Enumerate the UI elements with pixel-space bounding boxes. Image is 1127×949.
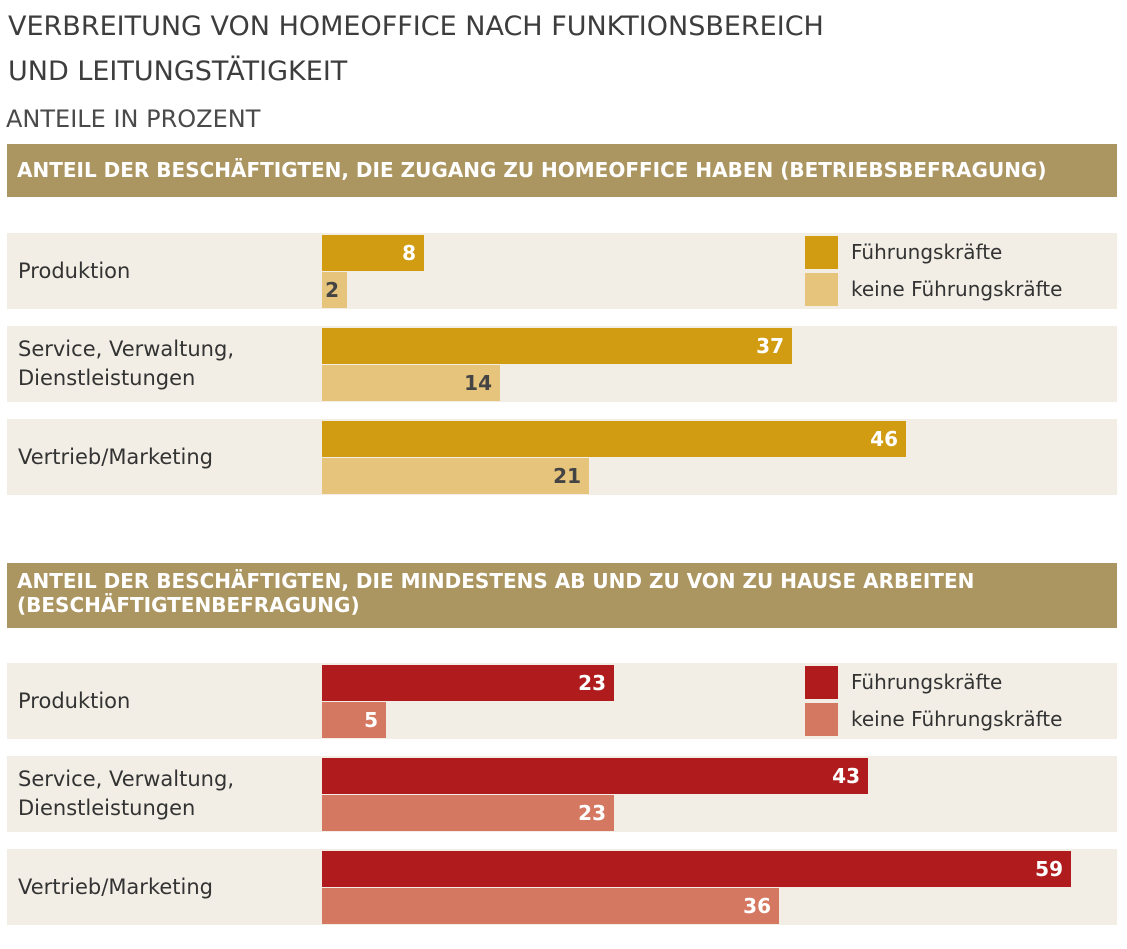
- data-label: 21: [553, 464, 581, 488]
- category-label-line: Vertrieb/Marketing: [18, 874, 213, 899]
- legend-swatch: [805, 236, 838, 269]
- legend-label: keine Führungskräfte: [851, 277, 1063, 301]
- data-label: 59: [1035, 857, 1063, 881]
- section-header-2: ANTEIL DER BESCHÄFTIGTEN, DIE MINDESTENS…: [7, 563, 1117, 628]
- chart-subtitle: ANTEILE IN PROZENT: [6, 105, 261, 133]
- section-header-line: ANTEIL DER BESCHÄFTIGTEN, DIE MINDESTENS…: [17, 569, 975, 593]
- data-label: 5: [364, 708, 378, 732]
- bar-fuehrungskraefte: 46: [322, 421, 906, 457]
- category-label: Service, Verwaltung, Dienstleistungen: [18, 335, 234, 393]
- bar-keine-fuehrungskraefte: 23: [322, 795, 614, 831]
- bar-fuehrungskraefte: 59: [322, 851, 1071, 887]
- data-label: 43: [832, 764, 860, 788]
- bar-fuehrungskraefte: 43: [322, 758, 868, 794]
- bar-keine-fuehrungskraefte: 2: [322, 272, 347, 308]
- category-label: Vertrieb/Marketing: [18, 443, 213, 472]
- bar-keine-fuehrungskraefte: 21: [322, 458, 589, 494]
- category-label-line: Service, Verwaltung,: [18, 767, 234, 791]
- category-label-line: Dienstleistungen: [18, 796, 196, 820]
- chart-title: VERBREITUNG VON HOMEOFFICE NACH FUNKTION…: [8, 4, 824, 94]
- bar-keine-fuehrungskraefte: 5: [322, 702, 386, 738]
- data-label: 23: [578, 671, 606, 695]
- section-header-line: ANTEIL DER BESCHÄFTIGTEN, DIE ZUGANG ZU …: [17, 158, 1047, 182]
- bar-fuehrungskraefte: 37: [322, 328, 792, 364]
- legend-swatch: [805, 273, 838, 306]
- bar-fuehrungskraefte: 8: [322, 235, 424, 271]
- data-label: 2: [325, 278, 339, 302]
- category-label: Service, Verwaltung, Dienstleistungen: [18, 765, 234, 823]
- category-label-line: Service, Verwaltung,: [18, 337, 234, 361]
- category-label: Vertrieb/Marketing: [18, 873, 213, 902]
- category-label: Produktion: [18, 257, 130, 286]
- category-label-line: Dienstleistungen: [18, 366, 196, 390]
- data-label: 36: [743, 894, 771, 918]
- bar-keine-fuehrungskraefte: 36: [322, 888, 779, 924]
- data-label: 23: [578, 801, 606, 825]
- category-label-line: Vertrieb/Marketing: [18, 444, 213, 469]
- legend-swatch: [805, 666, 838, 699]
- data-label: 46: [870, 427, 898, 451]
- section-header-line: (BESCHÄFTIGTENBEFRAGUNG): [17, 593, 360, 617]
- category-label-line: Produktion: [18, 258, 131, 283]
- data-label: 14: [464, 371, 492, 395]
- legend-label: Führungskräfte: [851, 240, 1003, 264]
- data-label: 8: [402, 241, 416, 265]
- bar-fuehrungskraefte: 23: [322, 665, 614, 701]
- bar-keine-fuehrungskraefte: 14: [322, 365, 500, 401]
- section-header-1: ANTEIL DER BESCHÄFTIGTEN, DIE ZUGANG ZU …: [7, 144, 1117, 197]
- category-label: Produktion: [18, 687, 130, 716]
- chart-title-line-1: VERBREITUNG VON HOMEOFFICE NACH FUNKTION…: [8, 11, 824, 42]
- legend-label: Führungskräfte: [851, 670, 1003, 694]
- category-label-line: Produktion: [18, 688, 131, 713]
- legend-label: keine Führungskräfte: [851, 707, 1063, 731]
- category-row: [7, 233, 1117, 309]
- legend-swatch: [805, 703, 838, 736]
- data-label: 37: [756, 334, 784, 358]
- chart-title-line-2: UND LEITUNGSTÄTIGKEIT: [8, 56, 348, 87]
